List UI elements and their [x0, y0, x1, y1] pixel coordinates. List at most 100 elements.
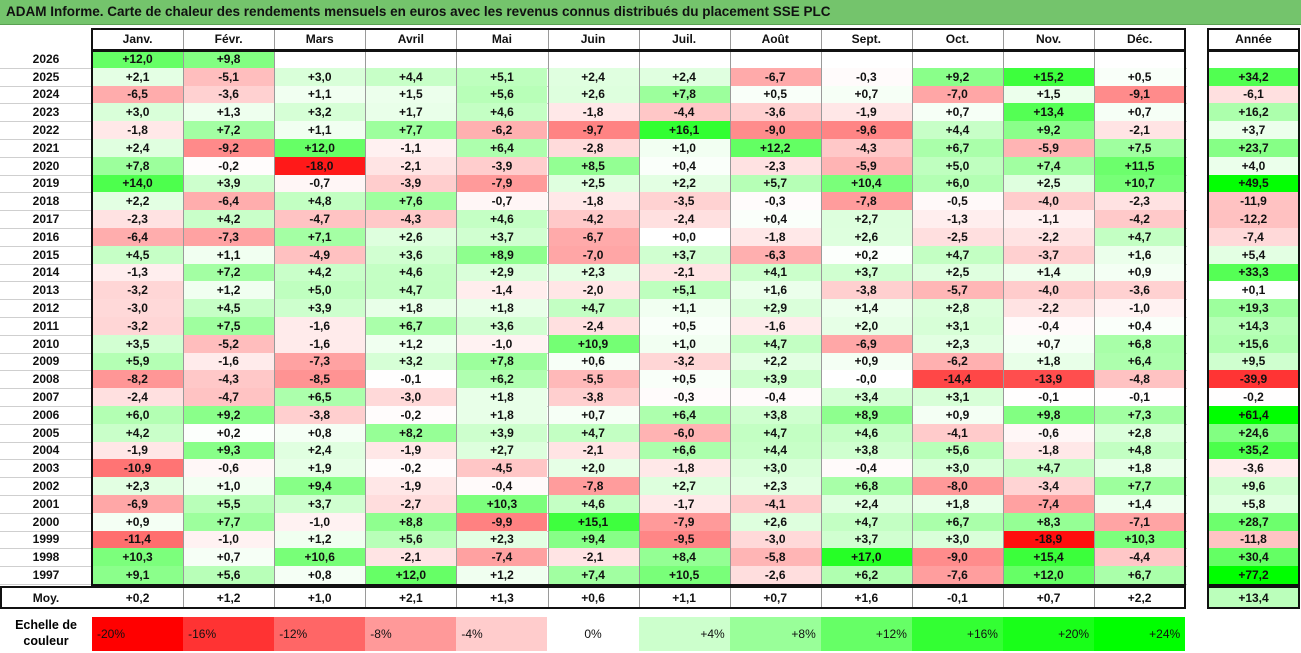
heatmap-cell: +2,4 — [638, 67, 730, 86]
heatmap-cell: +3,9 — [274, 299, 366, 317]
heatmap-cell: +3,1 — [911, 317, 1003, 335]
heatmap-cell: -5,7 — [911, 281, 1003, 300]
heatmap-cell: -6,7 — [547, 228, 639, 246]
heatmap-cell: +8,3 — [1003, 512, 1095, 531]
heatmap-cell: +3,5 — [92, 334, 184, 353]
heatmap-cell: +2,6 — [729, 512, 821, 531]
heatmap-cell: -4,7 — [183, 388, 275, 406]
month-header: Août — [729, 28, 821, 50]
heatmap-cell: +7,8 — [456, 352, 548, 371]
heatmap-cell: -7,9 — [638, 512, 730, 531]
heatmap-cell: +2,5 — [547, 174, 639, 193]
heatmap-cell: +3,1 — [911, 388, 1003, 406]
color-scale-label-line1: Echelle de — [15, 618, 77, 632]
heatmap-cell: +4,7 — [365, 281, 457, 300]
heatmap-cell: -7,9 — [456, 174, 548, 193]
month-header: Mars — [274, 28, 366, 50]
year-label: 2015 — [32, 247, 60, 262]
heatmap-cell: -1,1 — [365, 139, 457, 157]
heatmap-cell: +3,0 — [911, 530, 1003, 549]
heatmap-cell: -0,4 — [820, 459, 912, 478]
heatmap-cell: -7,0 — [547, 245, 639, 264]
heatmap-cell: +4,8 — [274, 192, 366, 211]
heatmap-cell: +12,0 — [274, 139, 366, 157]
heatmap-cell: -3,6 — [1094, 281, 1186, 300]
annual-cell: +0,1 — [1208, 281, 1299, 300]
heatmap-cell: -0,1 — [1003, 388, 1095, 406]
heatmap-cell: -9,5 — [638, 530, 730, 549]
heatmap-cell: -3,9 — [456, 156, 548, 175]
heatmap-cell: -4,3 — [820, 139, 912, 157]
year-label: 2012 — [32, 301, 60, 316]
heatmap-cell: +4,2 — [183, 210, 275, 228]
month-header: Févr. — [183, 28, 275, 50]
heatmap-cell: +16,1 — [638, 121, 730, 139]
year-label: 2011 — [32, 318, 60, 333]
heatmap-cell: +9,2 — [183, 406, 275, 424]
heatmap-cell: +2,3 — [456, 530, 548, 549]
heatmap-cell: -1,8 — [547, 103, 639, 122]
color-scale-swatch: +24% — [1094, 617, 1186, 651]
annual-cell: +61,4 — [1208, 406, 1299, 424]
heatmap-cell — [1094, 50, 1186, 68]
year-label: 2018 — [32, 194, 60, 209]
heatmap-cell: +10,3 — [456, 495, 548, 513]
heatmap-cell: +1,8 — [1094, 459, 1186, 478]
heatmap-cell: +1,6 — [1094, 245, 1186, 264]
heatmap-cell: -0,2 — [183, 156, 275, 175]
heatmap-cell: +5,9 — [92, 352, 184, 371]
year-label: 2005 — [32, 425, 60, 440]
heatmap-cell: +4,4 — [729, 441, 821, 460]
heatmap-cell: -6,2 — [911, 352, 1003, 371]
heatmap-cell: +8,2 — [365, 423, 457, 442]
heatmap-cell: +6,4 — [638, 406, 730, 424]
month-header: Avril — [365, 28, 457, 50]
heatmap-cell: +1,2 — [456, 566, 548, 584]
heatmap-cell: -9,0 — [911, 548, 1003, 567]
heatmap-cell: -4,5 — [456, 459, 548, 478]
heatmap-cell: -6,3 — [729, 245, 821, 264]
heatmap-cell: -4,3 — [183, 370, 275, 389]
heatmap-cell: +4,7 — [729, 334, 821, 353]
heatmap-cell: +7,5 — [1094, 139, 1186, 157]
heatmap-cell: -3,6 — [729, 103, 821, 122]
heatmap-cell: +2,3 — [911, 334, 1003, 353]
heatmap-cell: +4,7 — [820, 512, 912, 531]
heatmap-cell: -1,6 — [274, 317, 366, 335]
heatmap-cell — [547, 50, 639, 68]
heatmap-cell: -0,2 — [365, 459, 457, 478]
heatmap-cell: +12,2 — [729, 139, 821, 157]
heatmap-cell: -2,1 — [1094, 121, 1186, 139]
year-label: 2006 — [32, 407, 60, 422]
heatmap-cell: -2,6 — [729, 566, 821, 584]
color-scale-swatch: -20% — [92, 617, 184, 651]
heatmap-cell: +4,7 — [1094, 228, 1186, 246]
heatmap-cell: +4,8 — [1094, 441, 1186, 460]
heatmap-cell: +5,6 — [911, 441, 1003, 460]
heatmap-cell: +0,0 — [638, 228, 730, 246]
heatmap-cell: +4,7 — [547, 423, 639, 442]
heatmap-cell: +3,7 — [820, 263, 912, 282]
color-scale-label-line2: couleur — [23, 634, 69, 648]
heatmap-cell: -8,5 — [274, 370, 366, 389]
heatmap-cell: -8,2 — [92, 370, 184, 389]
heatmap-cell: +2,5 — [1003, 174, 1095, 193]
heatmap-cell: -7,3 — [183, 228, 275, 246]
heatmap-cell: +6,2 — [456, 370, 548, 389]
heatmap-cell: +1,8 — [911, 495, 1003, 513]
heatmap-cell: -4,1 — [911, 423, 1003, 442]
heatmap-cell: +2,5 — [911, 263, 1003, 282]
heatmap-cell: +9,4 — [547, 530, 639, 549]
heatmap-cell: -1,6 — [729, 317, 821, 335]
heatmap-cell: +5,1 — [638, 281, 730, 300]
heatmap-cell: +2,3 — [729, 477, 821, 495]
heatmap-cell: +3,0 — [729, 459, 821, 478]
annual-cell: +5,8 — [1208, 495, 1299, 513]
heatmap-cell: +6,7 — [1094, 566, 1186, 584]
heatmap-cell: +0,8 — [274, 566, 366, 584]
heatmap-cell: +0,7 — [1003, 334, 1095, 353]
average-cell: +0,7 — [729, 587, 821, 608]
heatmap-cell: -5,5 — [547, 370, 639, 389]
heatmap-cell: +4,7 — [729, 423, 821, 442]
annual-cell — [1208, 50, 1299, 68]
